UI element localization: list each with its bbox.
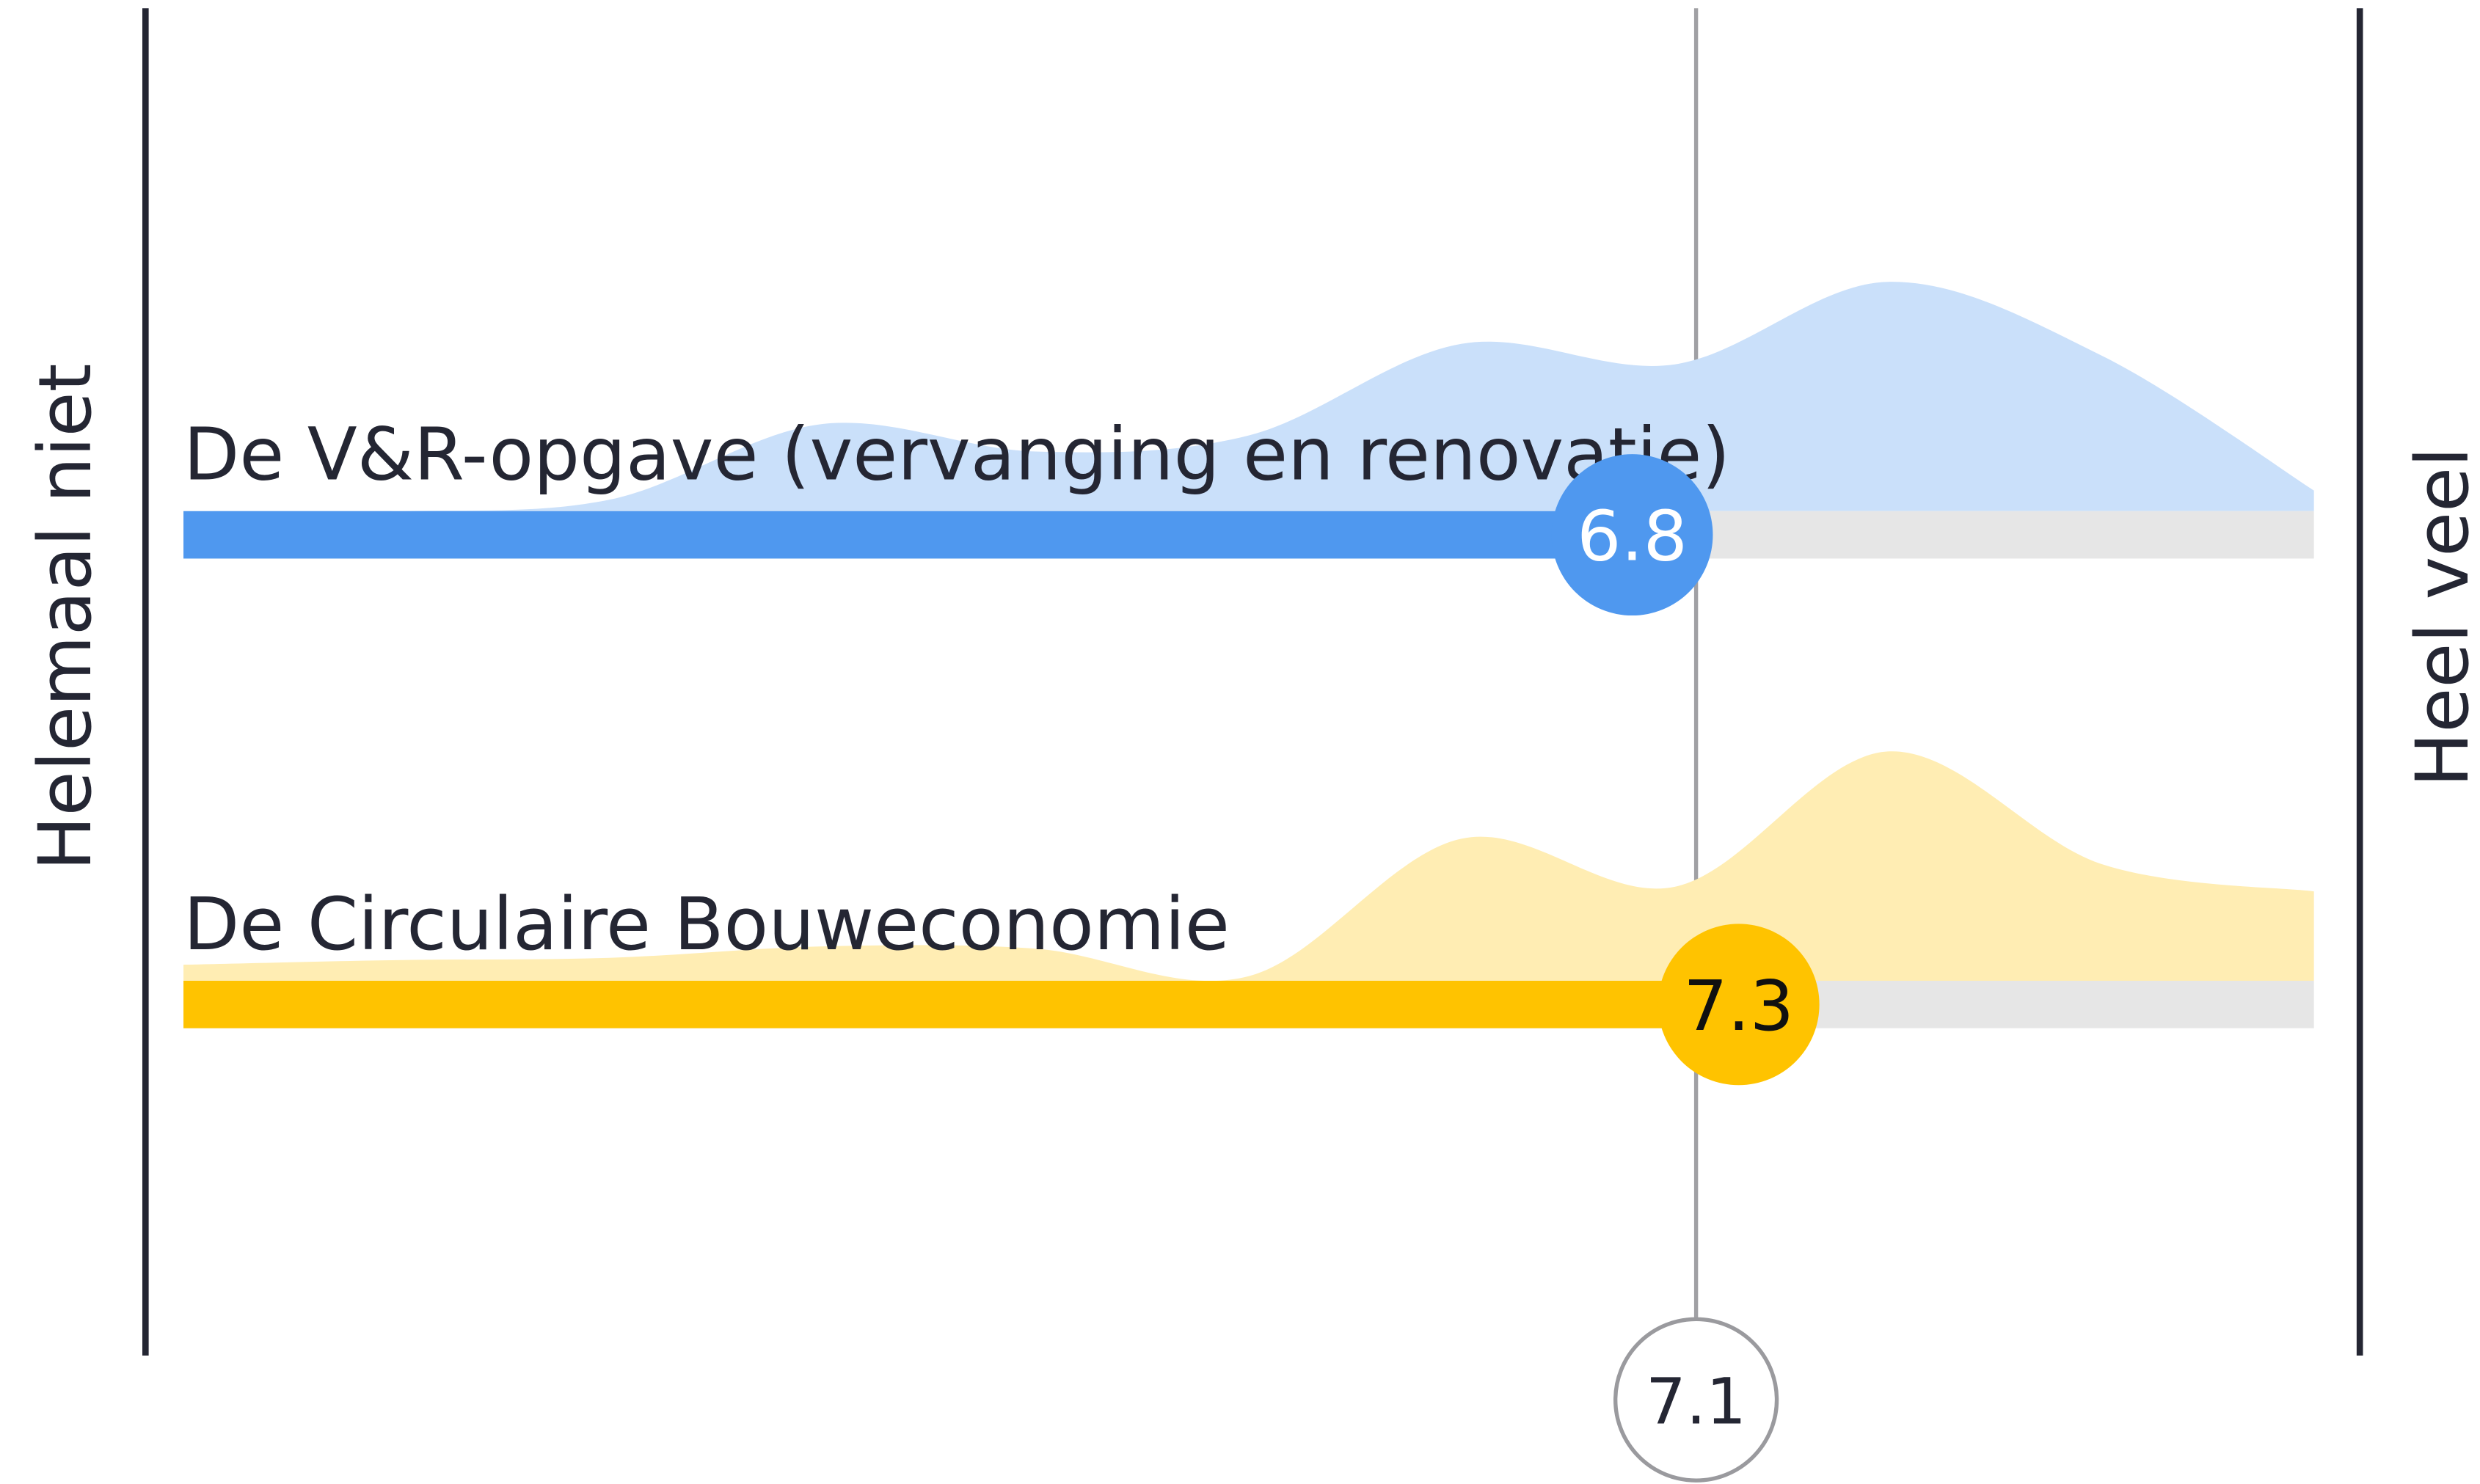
- series-label: De Circulaire Bouweconomie: [183, 882, 1230, 967]
- distribution-area: [183, 282, 2314, 512]
- bar: [183, 980, 1739, 1028]
- value-label: 7.3: [1683, 966, 1794, 1047]
- left-label: Helemaal niet: [23, 363, 108, 870]
- bar: [183, 511, 1633, 559]
- series-label: De V&R-opgave (vervanging en renovatie): [183, 413, 1730, 497]
- value-marker: [1551, 454, 1713, 616]
- value-label: 6.8: [1577, 497, 1688, 577]
- average-marker: [1613, 1317, 1779, 1483]
- value-marker: [1657, 924, 1820, 1086]
- average-label: 7.1: [1646, 1366, 1746, 1439]
- right-label: Heel veel: [2401, 447, 2480, 787]
- distribution-area: [183, 751, 2314, 982]
